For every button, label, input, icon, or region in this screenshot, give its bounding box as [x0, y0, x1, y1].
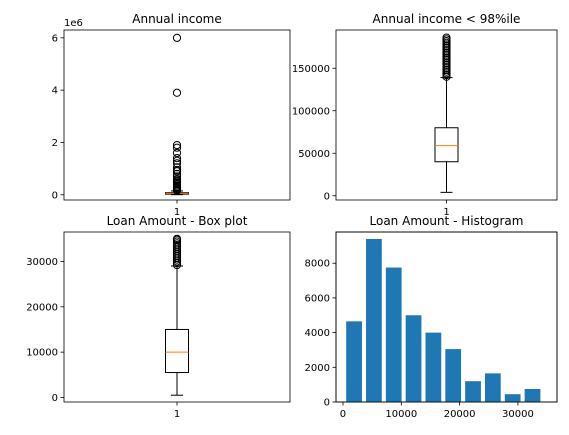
outlier-point — [172, 186, 182, 195]
subplot-title: Loan Amount - Box plot — [107, 214, 248, 228]
y-tick-label: 0 — [324, 398, 330, 409]
histogram-bar — [385, 267, 402, 402]
y-tick-label: 10000 — [26, 348, 58, 359]
outlier-point — [172, 172, 182, 181]
histogram-bar — [445, 349, 462, 402]
outlier-point — [172, 148, 182, 158]
histogram-bar — [405, 315, 422, 402]
subplot-1: Annual income 0 2 4 6 1e6 1 — [52, 12, 291, 218]
histogram-bar — [366, 238, 382, 402]
outlier-point — [172, 143, 182, 152]
histogram-bar — [504, 394, 521, 402]
histogram-bar — [425, 332, 442, 402]
x-tick-label: 0 — [340, 409, 346, 420]
y-tick-label: 2 — [52, 138, 58, 149]
subplot-title: Annual income — [132, 12, 221, 26]
y-tick-label: 20000 — [26, 302, 58, 313]
y-tick-label: 0 — [52, 393, 58, 404]
histogram-bar — [465, 381, 481, 402]
y-tick-label: 6000 — [305, 293, 330, 304]
outlier-point — [172, 159, 182, 168]
y-tick-label: 30000 — [26, 257, 58, 268]
x-tick-label: 1 — [174, 409, 180, 420]
x-tick-label: 1 — [443, 207, 449, 218]
histogram-bar — [524, 388, 541, 402]
outlier-point — [172, 156, 182, 165]
y-tick-label: 4 — [52, 86, 58, 97]
y-tick-label: 6 — [52, 33, 58, 44]
outlier-point — [172, 163, 182, 172]
subplot-title: Loan Amount - Histogram — [370, 214, 524, 228]
y-tick-label: 0 — [52, 190, 58, 201]
outlier-point — [172, 154, 182, 163]
y-tick-label: 2000 — [305, 363, 330, 374]
outlier-point — [172, 88, 182, 97]
x-tick-label: 1 — [174, 207, 180, 218]
subplot-title: Annual income < 98%ile — [373, 12, 521, 26]
box — [434, 127, 459, 163]
subplot-3: Loan Amount - Box plot 0 10000 20000 30000 1 — [26, 214, 291, 420]
axes-frame-top — [335, 231, 558, 403]
x-tick-label: 30000 — [502, 409, 534, 420]
histogram-bar — [484, 373, 501, 402]
outlier-point — [172, 234, 182, 243]
x-tick-label: 20000 — [444, 409, 476, 420]
box — [165, 328, 189, 374]
subplot-2: Annual income < 98%ile 0 50000 100000 150000… — [292, 12, 558, 218]
y-tick-label: 100000 — [292, 106, 330, 117]
y-tick-label: 50000 — [298, 149, 330, 160]
outlier-point — [172, 33, 182, 42]
y-tick-label: 4000 — [305, 328, 330, 339]
outlier-point — [172, 140, 182, 150]
subplot-4: Loan Amount - Histogram 0 2000 4000 6000 8000… — [305, 214, 558, 420]
y-tick-label: 150000 — [292, 64, 330, 75]
y-tick-label: 0 — [324, 191, 330, 202]
outlier-point — [172, 167, 182, 176]
outlier-point — [172, 169, 182, 178]
y-tick-label: 8000 — [305, 259, 330, 270]
outlier-point — [442, 33, 451, 42]
histogram-bar — [346, 321, 362, 402]
y-offset-label: 1e6 — [64, 18, 83, 29]
x-tick-label: 10000 — [385, 409, 417, 420]
